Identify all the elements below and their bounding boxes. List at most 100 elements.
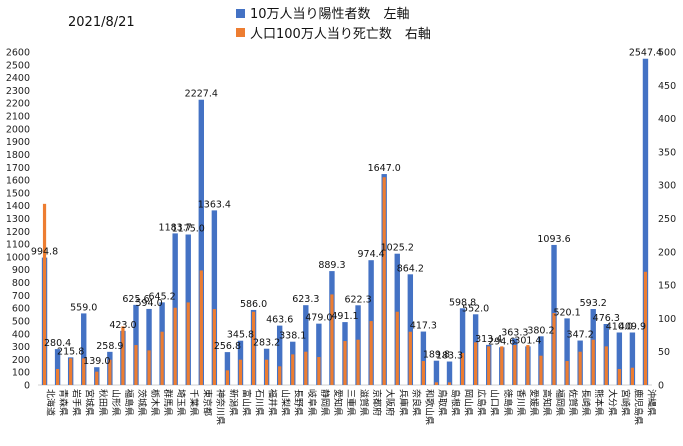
left-tick-label: 500	[12, 316, 30, 327]
data-label-positives: 552.0	[462, 303, 489, 314]
bar-deaths	[369, 321, 373, 385]
data-label-positives: 313.4	[475, 334, 502, 345]
left-tick-label: 1700	[6, 163, 30, 174]
bar-positives	[198, 99, 204, 385]
bar-positives	[81, 313, 87, 385]
category-label: 和歌山県	[423, 389, 435, 425]
left-tick-label: 1800	[6, 150, 30, 161]
data-label-positives: 2547.4	[629, 48, 662, 59]
bar-deaths	[186, 302, 190, 385]
bar-deaths	[291, 354, 295, 385]
bar-deaths	[69, 358, 73, 385]
category-label: 兵庫県	[397, 389, 409, 416]
category-label: 奈良県	[410, 389, 422, 416]
bar-deaths	[513, 345, 517, 385]
category-label: 福井県	[267, 389, 279, 416]
category-label: 徳島県	[502, 389, 514, 416]
bar-positives	[211, 210, 218, 385]
right-tick-label: 100	[658, 314, 676, 325]
category-label: 佐賀県	[567, 389, 579, 416]
bar-deaths	[343, 341, 347, 385]
right-tick-label: 500	[658, 48, 676, 59]
data-label-positives: 479.0	[305, 313, 332, 324]
left-tick-label: 2100	[6, 112, 30, 123]
category-label: 長崎県	[580, 389, 592, 416]
bar-deaths	[265, 359, 269, 385]
left-tick-label: 700	[12, 291, 30, 302]
category-label: 東京都	[201, 389, 213, 416]
data-label-positives: 1363.4	[198, 199, 231, 210]
bar-deaths	[330, 294, 334, 385]
bar-deaths	[251, 311, 256, 385]
data-label-positives: 2227.4	[185, 89, 218, 100]
right-tick-label: 150	[658, 281, 676, 292]
data-label-positives: 559.0	[70, 302, 97, 313]
bar-positives	[564, 318, 570, 385]
left-tick-label: 2500	[6, 60, 30, 71]
data-label-positives: 347.2	[567, 330, 594, 341]
category-label: 香川県	[515, 389, 526, 416]
data-label-positives: 864.2	[397, 263, 424, 274]
category-label: 福岡県	[554, 389, 566, 416]
category-label: 秋田県	[97, 389, 109, 416]
category-label: 広島県	[476, 389, 488, 416]
data-label-positives: 183.3	[436, 351, 463, 362]
right-tick-label: 400	[658, 114, 676, 125]
data-label-positives: 380.2	[527, 325, 554, 336]
category-label: 北海道	[45, 389, 57, 416]
data-label-positives: 283.2	[253, 338, 280, 349]
category-label: 山梨県	[280, 389, 292, 416]
left-tick-label: 900	[12, 265, 30, 276]
bar-deaths	[82, 358, 86, 385]
bar-positives	[642, 58, 649, 385]
bar-deaths	[173, 307, 177, 385]
bar-positives	[316, 323, 322, 385]
bar-deaths	[55, 369, 60, 385]
bar-deaths	[225, 370, 230, 385]
left-tick-label: 1900	[6, 137, 30, 148]
bar-deaths	[95, 371, 99, 385]
category-label: 千葉県	[188, 389, 200, 416]
data-label-positives: 594.0	[135, 298, 162, 309]
left-tick-label: 2200	[6, 99, 30, 110]
bar-positives	[616, 332, 623, 385]
category-label: 新潟県	[227, 389, 239, 416]
data-label-positives: 645.2	[149, 291, 176, 302]
left-tick-label: 100	[12, 368, 30, 379]
bar-deaths	[474, 342, 478, 385]
left-tick-label: 1000	[6, 252, 30, 263]
bar-positives	[446, 361, 453, 385]
right-tick-label: 0	[658, 381, 664, 392]
left-tick-label: 1600	[6, 176, 30, 187]
data-label-positives: 258.9	[96, 341, 123, 352]
category-label: 山口県	[489, 389, 500, 416]
bar-deaths	[643, 271, 648, 385]
left-tick-label: 1200	[6, 227, 30, 238]
bar-positives	[303, 305, 309, 385]
category-label: 三重県	[345, 389, 357, 416]
bar-deaths	[304, 351, 308, 385]
right-tick-label: 300	[658, 181, 676, 192]
category-label: 埼玉県	[175, 389, 187, 416]
left-tick-label: 2600	[6, 48, 30, 59]
left-tick-label: 200	[12, 355, 30, 366]
bar-positives	[224, 352, 231, 385]
data-label-positives: 1025.2	[381, 243, 414, 254]
data-label-positives: 1093.6	[537, 234, 570, 245]
right-axis: 0 50 100 150 200 250 300 350 400 450 500	[658, 48, 676, 392]
bar-deaths	[604, 346, 608, 385]
bar-deaths	[382, 177, 386, 385]
category-label: 静岡県	[319, 389, 331, 416]
category-label: 鳥取県	[436, 389, 448, 416]
left-tick-label: 300	[12, 342, 30, 353]
bar-deaths	[539, 355, 543, 385]
bar-deaths	[317, 357, 321, 385]
bar-deaths	[356, 339, 360, 385]
category-label: 京都府	[371, 389, 383, 416]
category-label: 富山県	[240, 389, 252, 416]
bar-positives	[433, 360, 440, 385]
bar-deaths	[630, 367, 635, 385]
data-label-positives: 256.8	[214, 341, 241, 352]
left-tick-label: 2300	[6, 86, 30, 97]
